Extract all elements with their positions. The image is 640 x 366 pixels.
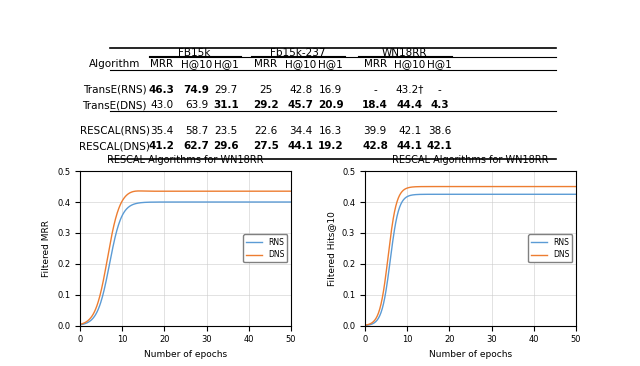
- Text: Fb15k-237: Fb15k-237: [271, 48, 326, 58]
- Text: TransE(RNS): TransE(RNS): [83, 85, 147, 95]
- Text: 44.1: 44.1: [397, 141, 423, 151]
- Text: 43.0: 43.0: [150, 100, 173, 110]
- Text: RESCAL(DNS): RESCAL(DNS): [79, 141, 150, 151]
- Text: 42.1: 42.1: [398, 126, 422, 135]
- Text: 62.7: 62.7: [184, 141, 209, 151]
- Text: -: -: [438, 85, 442, 95]
- Text: 42.8: 42.8: [362, 141, 388, 151]
- Title: RESCAL Algorithms for WN18RR: RESCAL Algorithms for WN18RR: [108, 155, 264, 165]
- Text: 29.6: 29.6: [214, 141, 239, 151]
- Text: 4.3: 4.3: [430, 100, 449, 110]
- Text: H@1: H@1: [318, 59, 343, 70]
- Text: 34.4: 34.4: [289, 126, 312, 135]
- Text: 22.6: 22.6: [254, 126, 278, 135]
- Text: 42.1: 42.1: [427, 141, 452, 151]
- Text: 41.2: 41.2: [149, 141, 175, 151]
- Text: WN18RR: WN18RR: [382, 48, 428, 58]
- Text: 58.7: 58.7: [185, 126, 208, 135]
- Text: 74.9: 74.9: [184, 85, 209, 95]
- Text: RESCAL(RNS): RESCAL(RNS): [80, 126, 150, 135]
- Text: MRR: MRR: [364, 59, 387, 70]
- Text: 16.3: 16.3: [319, 126, 342, 135]
- Text: 19.2: 19.2: [317, 141, 343, 151]
- Text: H@10: H@10: [285, 59, 316, 70]
- Text: H@10: H@10: [394, 59, 426, 70]
- Text: 27.5: 27.5: [253, 141, 279, 151]
- Text: FB15k: FB15k: [178, 48, 211, 58]
- Legend: RNS, DNS: RNS, DNS: [243, 235, 287, 262]
- Text: MRR: MRR: [150, 59, 173, 70]
- Text: 38.6: 38.6: [428, 126, 451, 135]
- Text: -: -: [373, 85, 377, 95]
- Text: H@10: H@10: [181, 59, 212, 70]
- Text: 29.7: 29.7: [214, 85, 238, 95]
- Text: 23.5: 23.5: [214, 126, 238, 135]
- Text: 31.1: 31.1: [214, 100, 239, 110]
- Text: 16.9: 16.9: [319, 85, 342, 95]
- Text: H@1: H@1: [428, 59, 452, 70]
- Text: 29.2: 29.2: [253, 100, 279, 110]
- Text: 25: 25: [259, 85, 273, 95]
- Text: H@1: H@1: [214, 59, 239, 70]
- Text: Algorithm: Algorithm: [89, 59, 140, 70]
- Text: 43.2†: 43.2†: [396, 85, 424, 95]
- X-axis label: Number of epochs: Number of epochs: [429, 350, 512, 359]
- Text: 46.3: 46.3: [149, 85, 175, 95]
- Text: 18.4: 18.4: [362, 100, 388, 110]
- Text: MRR: MRR: [255, 59, 278, 70]
- Text: 42.8: 42.8: [289, 85, 312, 95]
- Text: TransE(DNS): TransE(DNS): [83, 100, 147, 110]
- Text: 44.4: 44.4: [397, 100, 423, 110]
- Title: RESCAL Algorithms for WN18RR: RESCAL Algorithms for WN18RR: [392, 155, 548, 165]
- Text: 63.9: 63.9: [185, 100, 208, 110]
- X-axis label: Number of epochs: Number of epochs: [144, 350, 227, 359]
- Y-axis label: Filtered MRR: Filtered MRR: [42, 220, 51, 277]
- Text: 39.9: 39.9: [364, 126, 387, 135]
- Text: 44.1: 44.1: [288, 141, 314, 151]
- Text: 35.4: 35.4: [150, 126, 173, 135]
- Text: 45.7: 45.7: [288, 100, 314, 110]
- Text: 20.9: 20.9: [317, 100, 343, 110]
- Y-axis label: Filtered Hits@10: Filtered Hits@10: [328, 211, 337, 286]
- Legend: RNS, DNS: RNS, DNS: [528, 235, 572, 262]
